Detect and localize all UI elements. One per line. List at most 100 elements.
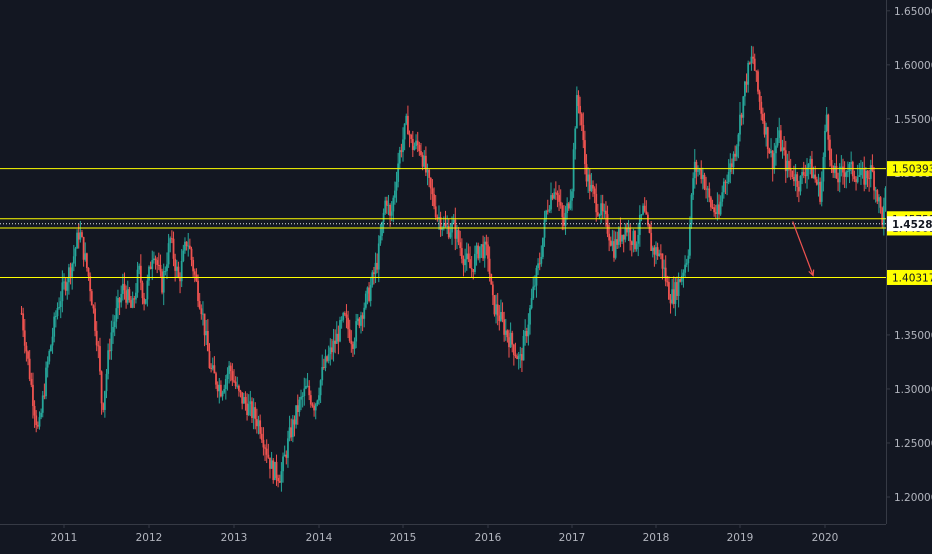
candle (313, 402, 315, 417)
candle-body (653, 247, 656, 255)
candle-body (485, 241, 488, 245)
candle (120, 285, 123, 308)
candle-body (229, 365, 232, 372)
candle (603, 203, 606, 219)
candle-body (651, 247, 654, 251)
candle (138, 263, 141, 275)
candle (824, 124, 826, 169)
candle-body (95, 330, 98, 346)
candle (403, 123, 406, 151)
candle-body (332, 340, 335, 353)
candle-body (356, 318, 359, 322)
candle (595, 183, 598, 222)
candle-body (144, 299, 147, 304)
candle-body (121, 283, 124, 294)
candle-body (384, 200, 387, 213)
candle (685, 258, 688, 268)
candle (275, 454, 278, 486)
candle (838, 163, 841, 193)
candle (556, 190, 559, 208)
candle (272, 458, 275, 484)
candle-body (59, 301, 62, 308)
candle (63, 273, 65, 290)
candle (626, 222, 628, 237)
candle (483, 236, 486, 268)
candle (755, 70, 758, 82)
candle (475, 242, 478, 266)
candle-body (809, 158, 812, 165)
candle-body (530, 298, 533, 309)
candle-body (692, 178, 695, 195)
candle (564, 205, 567, 235)
candle-body (881, 207, 884, 225)
candle-body (151, 260, 154, 270)
candle-body (108, 350, 111, 352)
candle-body (554, 192, 557, 194)
candle (663, 259, 665, 278)
candle-body (128, 289, 131, 301)
candle (850, 151, 853, 175)
candle (105, 369, 108, 399)
projection-arrow-line[interactable] (792, 221, 814, 276)
candle-body (169, 238, 172, 244)
candle-body (125, 290, 128, 303)
candle-body (477, 245, 480, 259)
candle (783, 136, 786, 156)
candle (732, 151, 735, 175)
time-axis[interactable]: 2011 2012 2013 2014 2015 2016 2017 2018 2019 2020 (0, 524, 932, 550)
candle (252, 398, 255, 430)
candle (521, 347, 523, 373)
candle (53, 312, 56, 343)
candle (291, 415, 294, 443)
candle-body (622, 234, 625, 240)
candle (223, 384, 226, 394)
candle (495, 294, 497, 324)
candle-body (724, 181, 727, 183)
candle (208, 343, 211, 369)
candle-body (74, 248, 77, 257)
price-axis[interactable]: 1.650001.600001.550001.500001.450001.400… (886, 0, 932, 550)
candle-body (753, 58, 756, 71)
candle (283, 445, 286, 457)
candle-body (679, 279, 682, 282)
candle-body (593, 188, 596, 194)
candle-body (326, 356, 328, 361)
candle (592, 180, 594, 197)
candle (879, 196, 882, 214)
candle-body (182, 250, 185, 262)
candle-body (175, 266, 178, 271)
candle (236, 376, 239, 389)
candle (632, 228, 635, 253)
candle (139, 254, 142, 291)
candle (415, 134, 417, 150)
candle (218, 378, 221, 404)
candle-body (819, 181, 821, 202)
candle (407, 105, 409, 135)
candle-body (824, 130, 826, 158)
candle-body (814, 174, 817, 180)
candle-body (167, 243, 170, 265)
candle (613, 230, 615, 262)
candle-body (732, 153, 735, 168)
candle (775, 138, 777, 166)
candle-body (833, 165, 836, 173)
candle-body (298, 399, 301, 413)
candles-layer (20, 45, 887, 492)
candle-body (90, 291, 93, 306)
candle-body (389, 204, 391, 216)
candle (282, 452, 284, 483)
candle-body (360, 315, 362, 326)
candle (296, 394, 299, 425)
candle (700, 160, 703, 184)
candle-body (50, 345, 52, 352)
candle-body (190, 248, 193, 261)
candle (321, 354, 324, 386)
candle-body (716, 204, 719, 214)
candle-body (680, 275, 683, 282)
candle-body (269, 457, 271, 469)
candle-body (382, 212, 385, 222)
candle (180, 249, 183, 288)
candle-body (624, 228, 627, 240)
